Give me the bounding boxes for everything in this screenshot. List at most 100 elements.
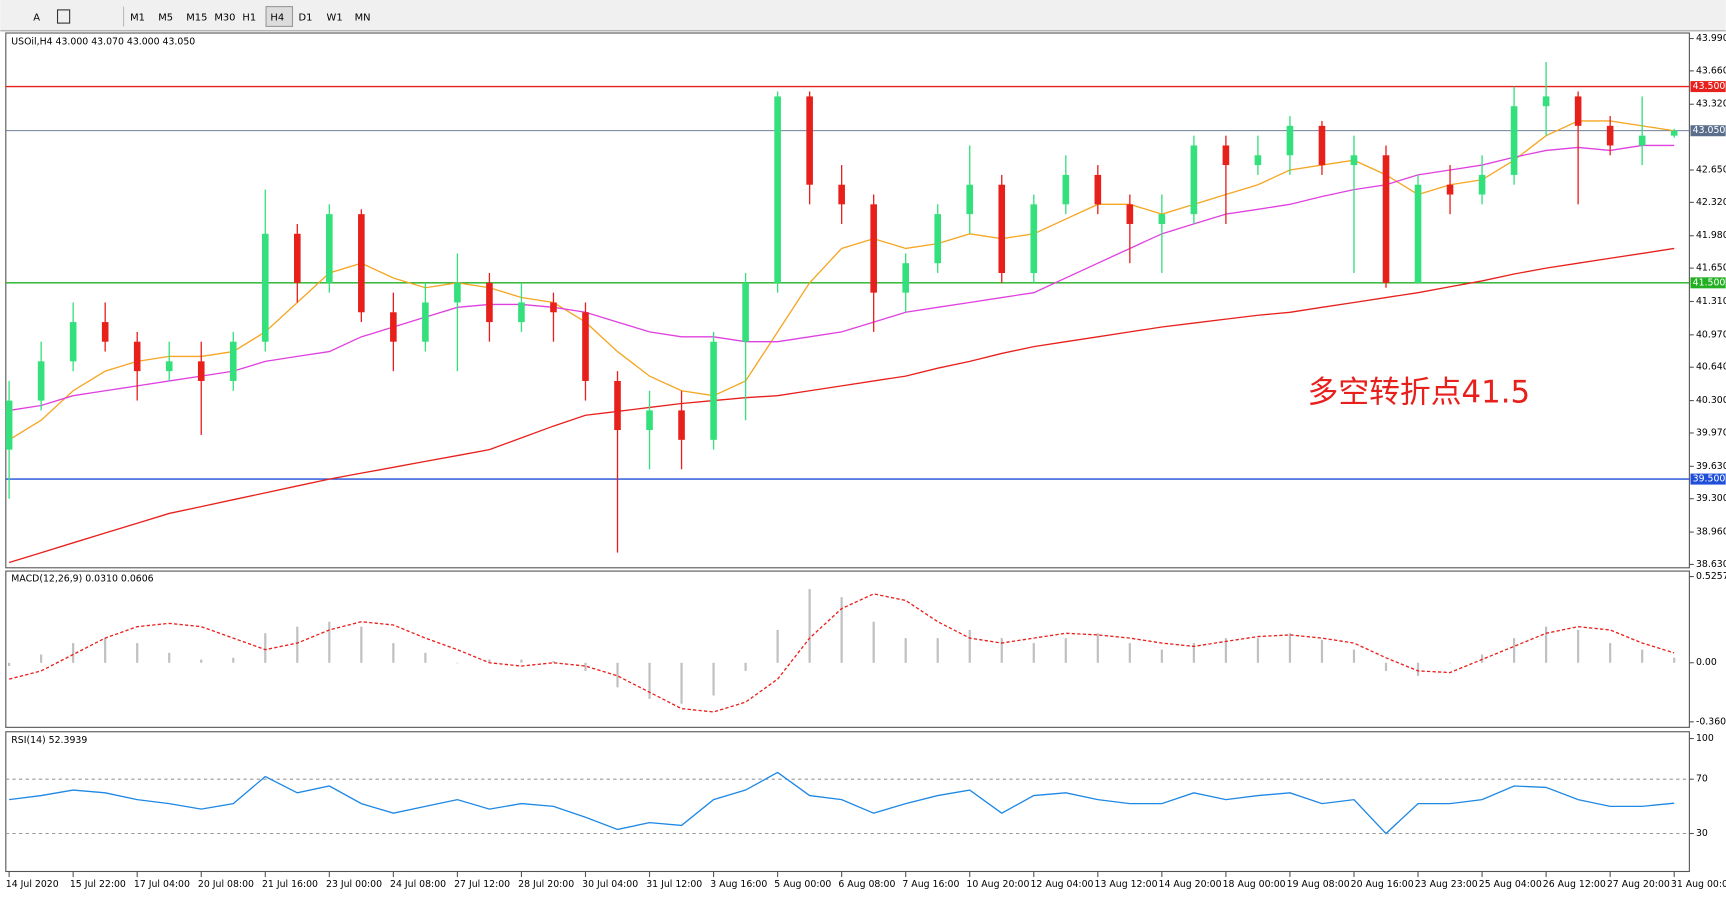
macd-bar [328,621,331,663]
candle-body [197,361,205,381]
y-tick-label: -0.3603 [1696,716,1726,727]
candle-body [261,233,269,342]
y-tick-label: 38.960 [1696,527,1726,538]
candle-body [294,233,301,283]
candle-body [133,341,141,372]
candle-body [582,312,589,381]
macd-bar [488,659,491,663]
candle-body [1158,214,1166,224]
x-tick-label: 3 Aug 16:00 [710,879,767,890]
x-tick-label: 18 Aug 00:00 [1223,879,1286,890]
annotation: 多空转折点41.5 [1308,374,1531,410]
candle-body [1510,106,1518,175]
macd-bar [456,662,459,664]
timeframe-button[interactable]: H1 [242,13,256,24]
candle-body [326,214,333,283]
y-tick-label: 30 [1696,828,1708,839]
candle-body [69,322,77,362]
macd-bar [744,662,747,671]
candle-body [806,96,813,185]
x-tick-label: 10 Aug 20:00 [966,879,1029,890]
level-tag [1690,81,1726,93]
candle-body [1030,204,1038,274]
macd-bar [840,597,843,663]
x-tick-label: 31 Jul 12:00 [646,879,702,890]
candle-body [1574,96,1582,126]
level-label: 43.500 [1693,81,1726,92]
candle-body [1062,174,1070,205]
y-tick-label: 43.320 [1696,99,1726,110]
timeframe-button[interactable]: M1 [130,13,145,24]
macd-bar [552,661,555,663]
candle-body [390,312,397,342]
candle-body [902,263,909,293]
active-timeframe [265,6,294,27]
candle-body [165,361,173,372]
y-tick-label: 0.5257 [1696,571,1726,582]
y-tick-label: 100 [1696,733,1714,744]
macd-bar [1609,643,1612,663]
text-tool[interactable]: A [33,13,40,24]
candle-body [550,302,557,313]
candle-body [838,184,845,205]
candle-body [1542,96,1550,107]
candle-body [1350,155,1358,166]
candle-body [486,282,493,323]
timeframe-button[interactable]: D1 [299,13,313,24]
candle-body [358,214,365,313]
macd-bar [40,654,43,663]
y-tick-label: 70 [1696,774,1708,785]
x-tick-label: 21 Jul 16:00 [262,879,318,890]
macd-bar [1416,662,1420,676]
macd-bar [1673,657,1676,663]
macd-bar [1384,662,1388,671]
timeframe-button[interactable]: W1 [327,13,343,24]
y-tick-label: 42.650 [1696,164,1726,175]
macd-bar [8,662,11,667]
macd-bar [1096,633,1099,663]
y-tick-label: 41.650 [1696,263,1726,274]
level-tag [1690,277,1726,289]
macd-bar [264,633,267,663]
y-tick-label: 0.00 [1696,657,1717,668]
candle-body [1286,125,1294,156]
macd-bar [584,662,587,671]
timeframe-button[interactable]: M15 [186,13,207,24]
y-tick-label: 40.970 [1696,329,1726,340]
level-label: 39.500 [1693,474,1726,485]
x-tick-label: 20 Aug 16:00 [1351,879,1414,890]
candle-body [101,322,109,342]
macd-bar [72,643,75,663]
rsi-panel [5,731,1690,873]
level-label: 43.050 [1693,125,1726,136]
timeframe-button[interactable]: H4 [270,13,284,24]
macd-bar [808,588,811,663]
candle-body [1254,155,1262,166]
y-tick-label: 41.980 [1696,230,1726,241]
macd-bar [1000,638,1003,663]
candle-body [934,214,942,264]
macd-bar [1064,638,1067,663]
x-tick-label: 31 Aug 00:00 [1671,879,1726,890]
level-tag [1690,473,1726,485]
candle-body [646,410,653,431]
x-tick-label: 25 Aug 04:00 [1479,879,1542,890]
timeframe-button[interactable]: M30 [214,13,235,24]
candle-body [1478,174,1486,195]
rsi-title: RSI(14) 52.3939 [11,735,87,746]
x-tick-label: 20 Jul 08:00 [198,879,254,890]
candle-body [1670,130,1678,136]
macd-bar [776,629,779,663]
candle-body [614,380,621,431]
y-tick-label: 43.660 [1696,65,1726,76]
macd-bar [872,621,875,663]
label-tool[interactable] [56,9,71,24]
macd-bar [1160,649,1163,663]
price-panel [5,32,1690,569]
macd-bar [1512,638,1516,663]
timeframe-button[interactable]: MN [355,13,371,24]
timeframe-button[interactable]: M5 [158,13,173,24]
candle-body [1638,135,1646,146]
y-tick-label: 40.640 [1696,362,1726,373]
macd-bar [1448,662,1452,664]
